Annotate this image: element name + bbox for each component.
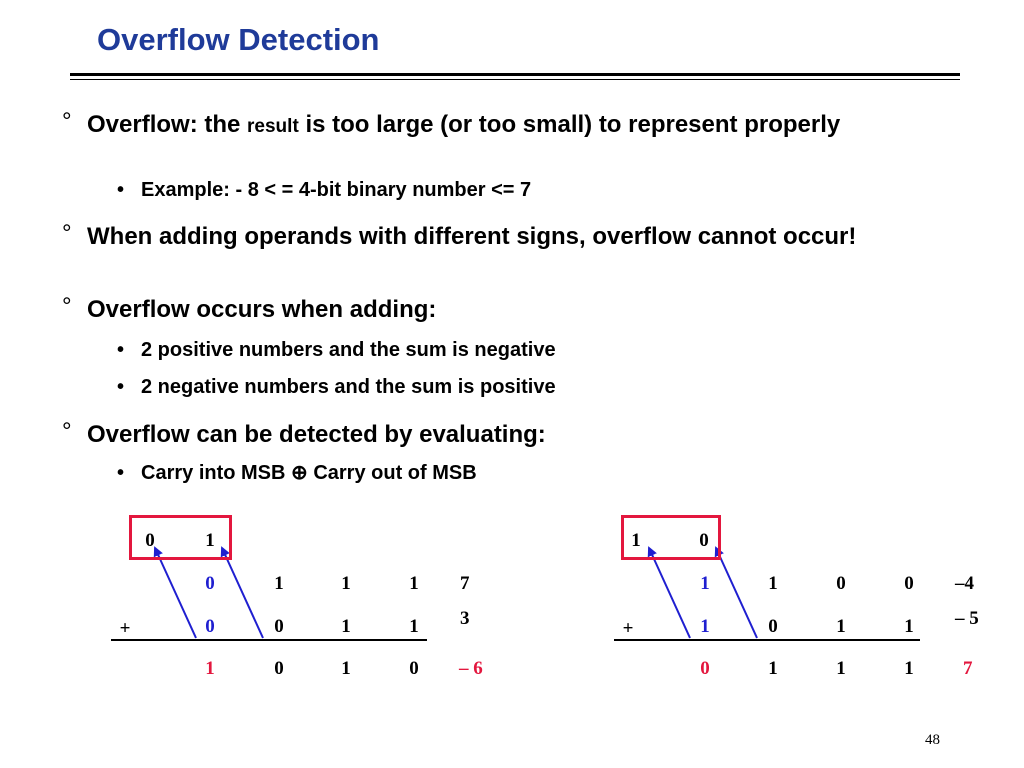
operand2-digit: 1 (836, 616, 846, 637)
operand1-digit: 1 (768, 573, 778, 594)
sub-bullet-marker: • (117, 339, 125, 361)
sub-bullet-negative: • 2 negative numbers and the sum is posi… (117, 376, 556, 398)
sum-line (614, 639, 920, 641)
sum-digit: 1 (904, 658, 914, 679)
plus-sign: + (622, 618, 634, 639)
sum-msb: 0 (700, 658, 710, 679)
sub-bullet-xor: • Carry into MSB ⊕ Carry out of MSB (117, 462, 477, 484)
operand1-digit: 1 (274, 573, 284, 594)
bullet-marker: ° (62, 220, 72, 247)
title-rule-thin (70, 79, 960, 80)
sub-bullet-marker: • (117, 376, 125, 398)
bullet-text: Overflow can be detected by evaluating: (87, 421, 546, 448)
sub-bullet-text: Example: - 8 < = 4-bit binary number <= … (141, 179, 532, 201)
operand2-digit: 1 (409, 616, 419, 637)
carry-digit: 0 (145, 530, 155, 551)
sub-bullet-example: • Example: - 8 < = 4-bit binary number <… (117, 179, 532, 201)
operand1-digit: 0 (836, 573, 846, 594)
bullet-overflow-definition: ° Overflow: the result is too large (or … (62, 109, 947, 140)
bullet-text: is too large (or too small) to represent… (298, 111, 841, 138)
page-number: 48 (925, 732, 940, 748)
bullet-text: Overflow: the (87, 111, 248, 138)
bullet-different-signs: ° When adding operands with different si… (62, 221, 947, 250)
bullet-marker: ° (62, 418, 72, 445)
operand2-msb: 0 (205, 616, 215, 637)
operand1-digit: 1 (409, 573, 419, 594)
arrow-right-carry-out-msb (714, 546, 758, 639)
carry-digit: 0 (699, 530, 709, 551)
operand2-digit: 0 (274, 616, 284, 637)
carry-box-right (621, 515, 721, 560)
operand2-digit: 0 (768, 616, 778, 637)
bullet-marker: ° (62, 108, 72, 135)
sum-digit: 0 (274, 658, 284, 679)
sum-decimal: 7 (963, 658, 973, 679)
bullet-overflow-occurs: ° Overflow occurs when adding: (62, 294, 947, 323)
sum-digit: 1 (768, 658, 778, 679)
sub-bullet-text: 2 negative numbers and the sum is positi… (141, 376, 556, 398)
bullet-text-result: result (247, 116, 299, 137)
carry-box-left (129, 515, 232, 560)
bullet-detection: ° Overflow can be detected by evaluating… (62, 419, 947, 448)
bullet-marker: ° (62, 293, 72, 320)
slide-title: Overflow Detection (97, 22, 380, 57)
arrow-right-carry-into-msb (647, 546, 691, 639)
carry-digit: 1 (205, 530, 215, 551)
operand1-digit: 1 (341, 573, 351, 594)
operand1-decimal: –4 (955, 573, 974, 594)
sum-msb: 1 (205, 658, 215, 679)
carry-digit: 1 (631, 530, 641, 551)
sum-line (111, 639, 427, 641)
operand1-msb: 0 (205, 573, 215, 594)
bullet-text: When adding operands with different sign… (87, 223, 857, 250)
sum-decimal: – 6 (459, 658, 483, 679)
operand2-decimal: 3 (460, 608, 470, 629)
operand1-decimal: 7 (460, 573, 470, 594)
sub-bullet-text: Carry into MSB ⊕ Carry out of MSB (141, 462, 477, 484)
bullet-text: Overflow occurs when adding: (87, 296, 437, 323)
sum-digit: 0 (409, 658, 419, 679)
operand1-msb: 1 (700, 573, 710, 594)
operand1-digit: 0 (904, 573, 914, 594)
operand2-msb: 1 (700, 616, 710, 637)
sub-bullet-marker: • (117, 179, 125, 201)
title-rule (70, 73, 960, 76)
sub-bullet-positive: • 2 positive numbers and the sum is nega… (117, 339, 556, 361)
sum-digit: 1 (836, 658, 846, 679)
sub-bullet-text: 2 positive numbers and the sum is negati… (141, 339, 556, 361)
operand2-digit: 1 (904, 616, 914, 637)
arrow-left-carry-out-msb (220, 546, 264, 639)
operand2-decimal: – 5 (955, 608, 979, 629)
sub-bullet-marker: • (117, 462, 125, 484)
operand2-digit: 1 (341, 616, 351, 637)
sum-digit: 1 (341, 658, 351, 679)
arrow-left-carry-into-msb (153, 546, 197, 639)
plus-sign: + (119, 618, 131, 639)
